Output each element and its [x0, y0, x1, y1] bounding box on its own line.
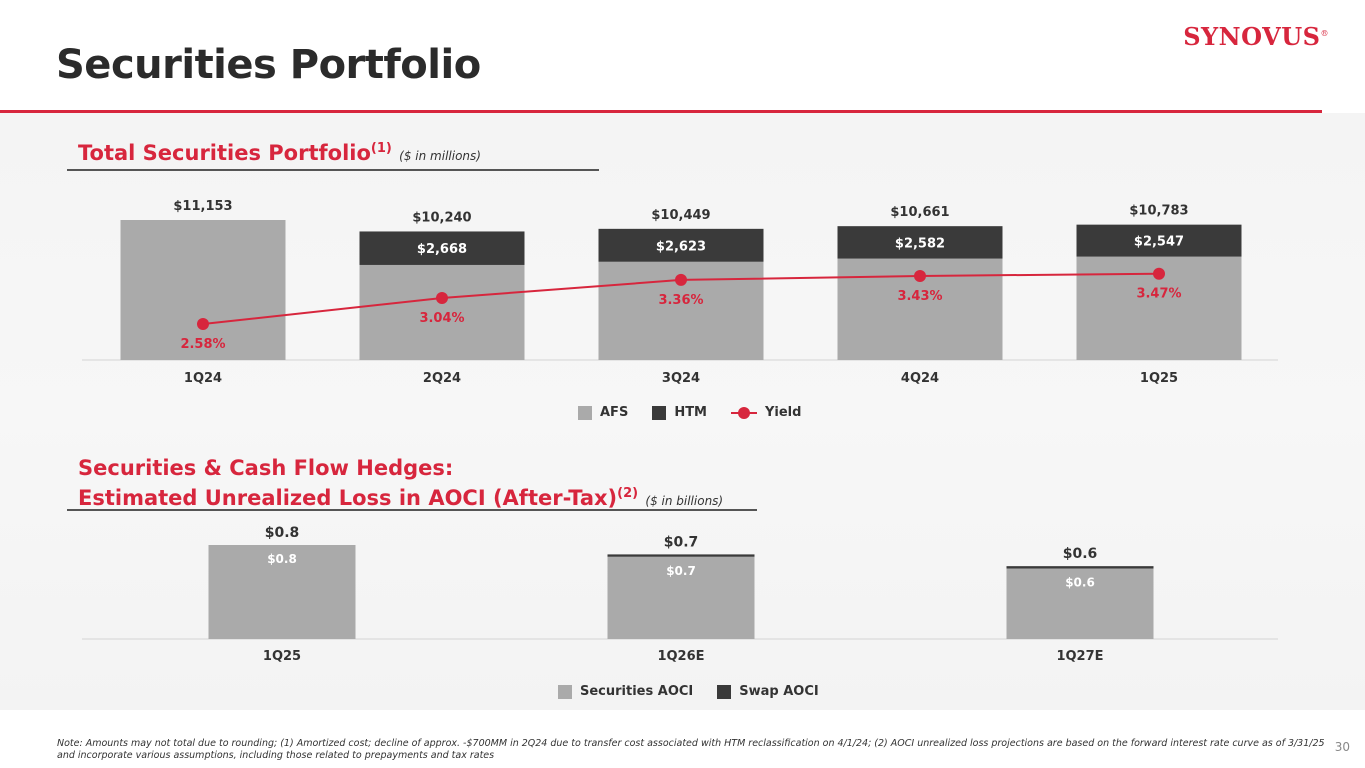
- page-title: Securities Portfolio: [56, 42, 481, 88]
- portfolio-unit-note: ($ in millions): [399, 149, 481, 163]
- footnote: Note: Amounts may not total due to round…: [57, 738, 1325, 761]
- bar-securities-aoci-1Q26E: [607, 556, 755, 639]
- bar-htm-3Q24: [598, 228, 764, 262]
- bar-afs-1Q24: [120, 220, 286, 360]
- x-tick-label-1Q24: 1Q24: [184, 371, 222, 386]
- portfolio-title-text: Total Securities Portfolio: [78, 141, 371, 165]
- portfolio-section-title: Total Securities Portfolio(1) ($ in mill…: [78, 136, 481, 169]
- legend-label-securities-aoci: Securities AOCI: [580, 684, 694, 699]
- x-tick-label-1Q25: 1Q25: [1140, 371, 1178, 386]
- total-label-2Q24: $10,240: [412, 210, 471, 225]
- htm-value-label-3Q24: $2,623: [656, 239, 706, 254]
- synovus-logo: SYNOVUS®: [1183, 22, 1329, 51]
- portfolio-section-rule: [67, 169, 599, 171]
- aoci-total-label-1Q27E: $0.6: [1063, 546, 1098, 562]
- legend-item-swap-aoci: Swap AOCI: [717, 684, 819, 699]
- yield-point-1Q25: [1153, 267, 1165, 280]
- bar-swap-aoci-1Q27E: [1006, 566, 1154, 569]
- legend-item-securities-aoci: Securities AOCI: [558, 684, 693, 699]
- total-label-1Q25: $10,783: [1129, 204, 1188, 219]
- bar-securities-aoci-1Q25: [208, 545, 356, 639]
- aoci-legend: Securities AOCI Swap AOCI: [558, 684, 819, 699]
- legend-item-afs: AFS: [578, 405, 628, 420]
- total-label-4Q24: $10,661: [890, 205, 949, 220]
- logo-text: SYNOVUS: [1183, 22, 1321, 51]
- legend-label-yield: Yield: [765, 405, 802, 420]
- htm-value-label-4Q24: $2,582: [895, 236, 945, 251]
- legend-swatch-swap-aoci: [717, 684, 732, 699]
- page-number: 30: [1334, 740, 1350, 754]
- legend-swatch-securities-aoci: [558, 684, 572, 699]
- yield-label-2Q24: 3.04%: [419, 311, 464, 326]
- yield-point-3Q24: [675, 273, 687, 286]
- bar-htm-4Q24: [837, 226, 1003, 259]
- aoci-chart: $0.8 $0.8 1Q25 $0.7 $0.7 1Q26E $0.6 $0.6 1Q27E: [82, 525, 1278, 664]
- bar-securities-aoci-1Q27E: [1006, 568, 1154, 639]
- aoci-total-label-1Q25: $0.8: [265, 525, 300, 541]
- portfolio-title-footnote-ref: (1): [370, 141, 392, 156]
- aoci-title-line1: Securities & Cash Flow Hedges:: [78, 456, 454, 480]
- aoci-total-label-1Q26E: $0.7: [664, 534, 699, 550]
- securities-aoci-label-1Q25: $0.8: [267, 552, 297, 566]
- aoci-title-line2: Estimated Unrealized Loss in AOCI (After…: [78, 486, 618, 510]
- aoci-unit-note: ($ in billions): [645, 494, 724, 508]
- x-tick-label-4Q24: 4Q24: [901, 371, 939, 386]
- aoci-section-rule: [67, 509, 757, 511]
- x-tick-label-3Q24: 3Q24: [662, 371, 700, 386]
- portfolio-legend: AFS HTM Yield: [578, 405, 801, 420]
- bar-htm-2Q24: [359, 231, 525, 265]
- legend-label-afs: AFS: [600, 405, 629, 420]
- yield-label-1Q24: 2.58%: [180, 337, 225, 352]
- legend-label-htm: HTM: [674, 405, 707, 420]
- aoci-section-title: Securities & Cash Flow Hedges: Estimated …: [78, 455, 723, 514]
- legend-swatch-afs: [578, 405, 592, 420]
- securities-aoci-label-1Q26E: $0.7: [666, 564, 696, 578]
- legend-swatch-htm: [652, 405, 667, 420]
- bar-htm-1Q25: [1076, 224, 1242, 257]
- legend-item-htm: HTM: [652, 405, 707, 420]
- total-label-1Q24: $11,153: [173, 199, 232, 214]
- yield-point-4Q24: [914, 269, 926, 282]
- htm-value-label-1Q25: $2,547: [1134, 235, 1184, 250]
- aoci-title-footnote-ref: (2): [617, 486, 639, 501]
- yield-label-1Q25: 3.47%: [1136, 287, 1181, 302]
- bar-afs-2Q24: [359, 264, 525, 360]
- yield-point-1Q24: [197, 318, 209, 330]
- yield-label-4Q24: 3.43%: [897, 289, 942, 304]
- legend-swatch-yield: [731, 406, 757, 420]
- htm-value-label-2Q24: $2,668: [417, 242, 467, 257]
- title-divider: [0, 110, 1322, 113]
- logo-registered-mark: ®: [1320, 29, 1329, 38]
- x-tick-label-2Q24: 2Q24: [423, 371, 461, 386]
- aoci-x-tick-label-1Q26E: 1Q26E: [657, 649, 704, 664]
- legend-label-swap-aoci: Swap AOCI: [739, 684, 819, 699]
- aoci-x-tick-label-1Q25: 1Q25: [263, 649, 301, 664]
- yield-point-2Q24: [436, 292, 448, 305]
- bar-swap-aoci-1Q26E: [607, 554, 755, 557]
- aoci-x-tick-label-1Q27E: 1Q27E: [1056, 649, 1103, 664]
- portfolio-chart: $11,153 1Q24 $2,668 $10,240 2Q24 $2,623 $10,44…: [82, 199, 1278, 386]
- total-label-3Q24: $10,449: [651, 208, 710, 223]
- securities-aoci-label-1Q27E: $0.6: [1065, 576, 1095, 590]
- legend-item-yield: Yield: [731, 405, 801, 420]
- yield-label-3Q24: 3.36%: [658, 293, 703, 308]
